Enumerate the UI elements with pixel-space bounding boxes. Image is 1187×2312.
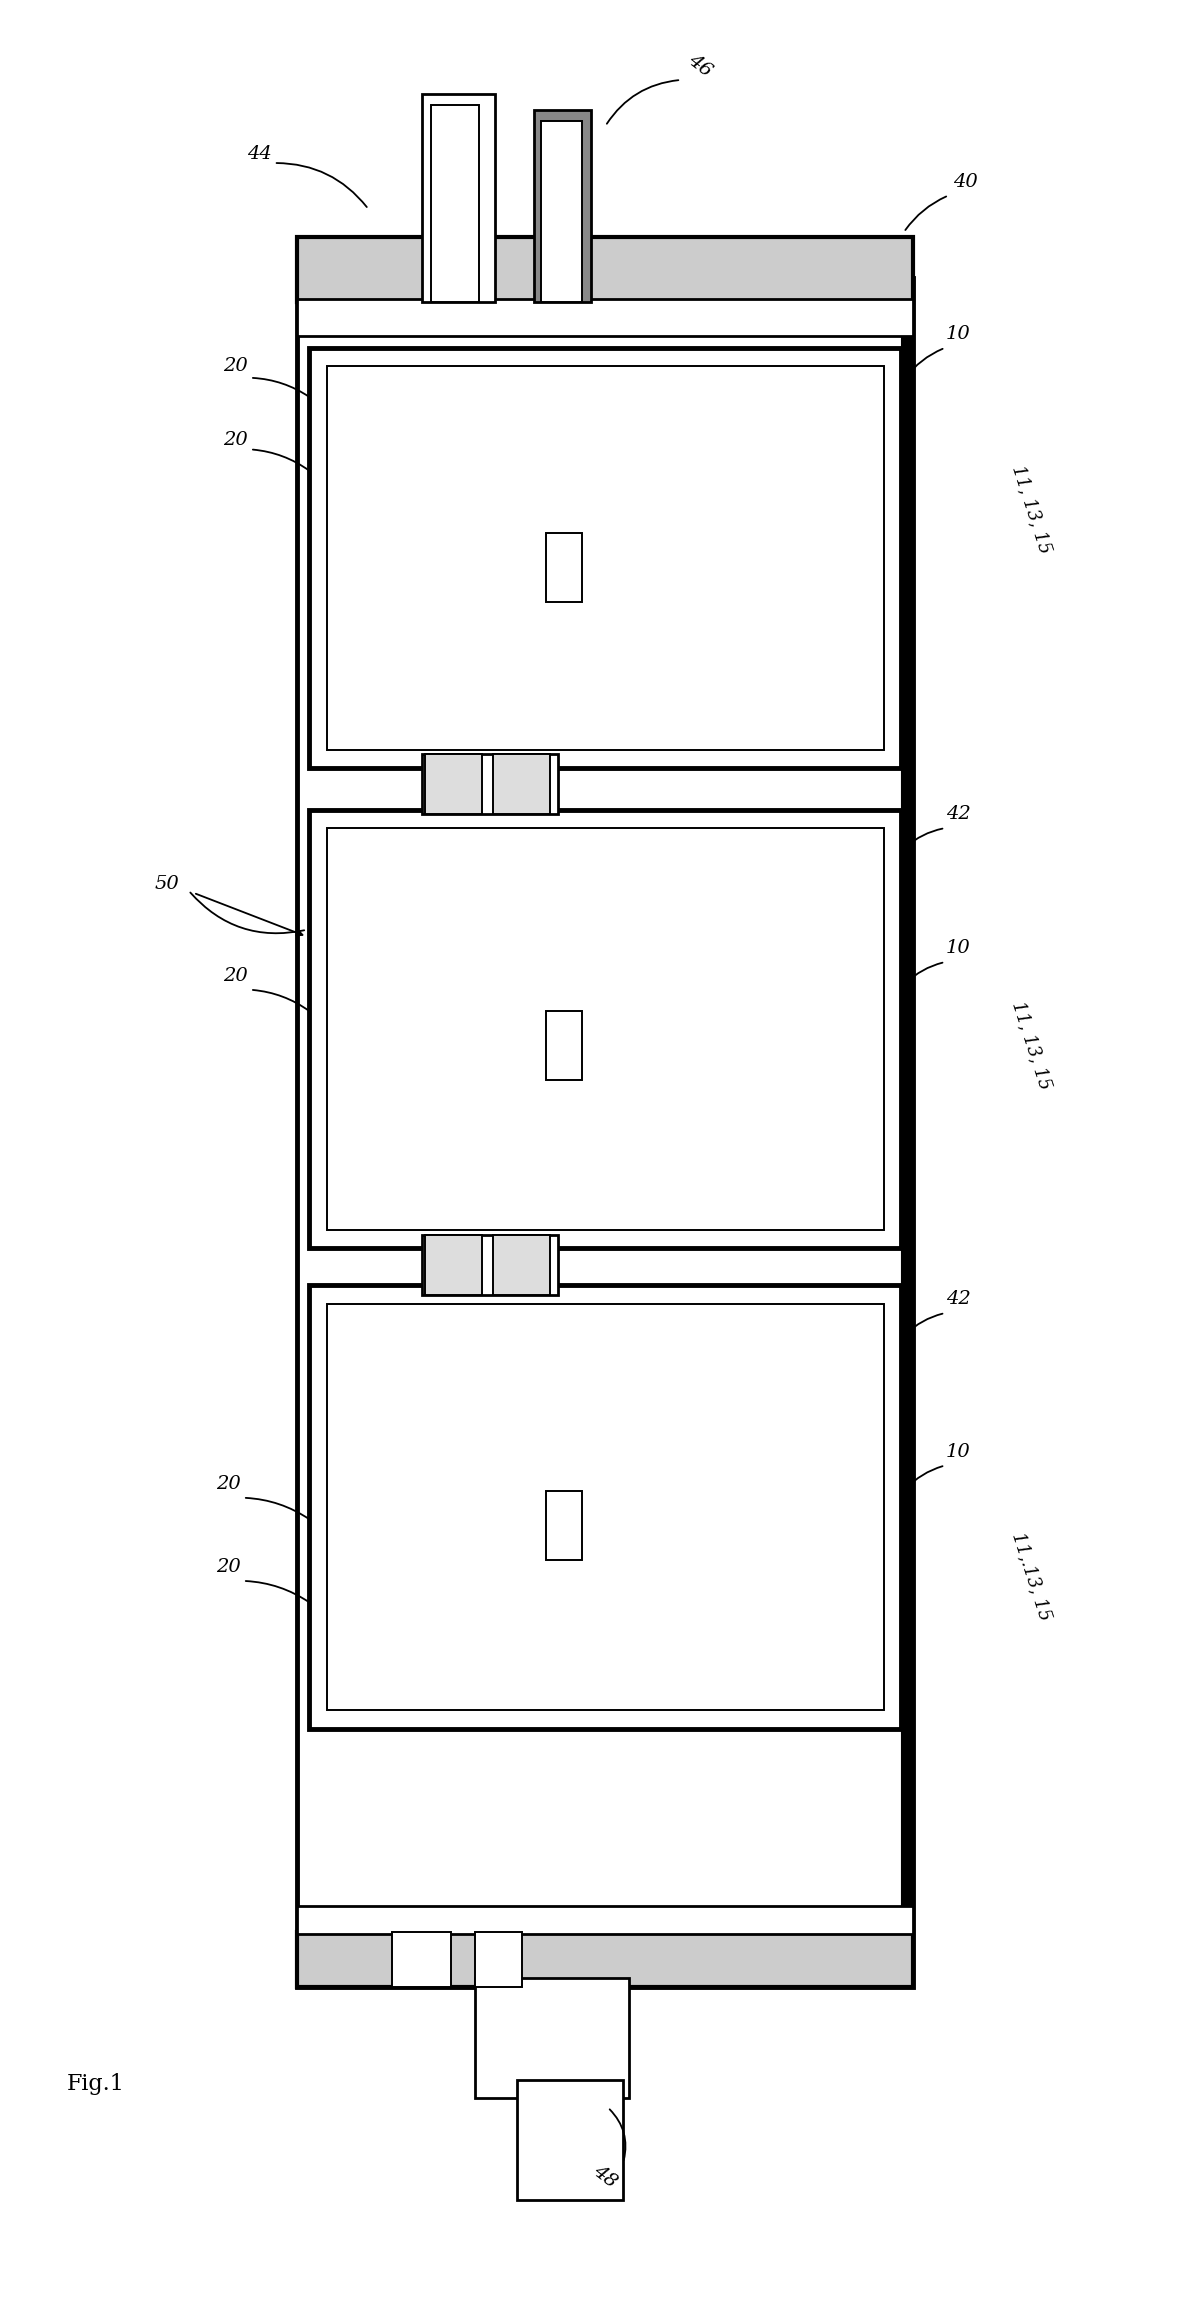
Text: 46: 46	[685, 51, 716, 81]
Bar	[310, 1285, 901, 1729]
Text: 42: 42	[946, 1290, 971, 1309]
Bar	[431, 106, 478, 301]
Bar	[328, 828, 883, 1230]
Bar	[328, 1304, 883, 1711]
Text: Fig.1: Fig.1	[68, 2074, 125, 2095]
Bar	[493, 754, 550, 814]
Bar	[421, 754, 558, 814]
Text: 20: 20	[223, 430, 248, 449]
Bar	[425, 754, 482, 814]
Text: 10: 10	[946, 939, 971, 957]
Text: 11, 13, 15: 11, 13, 15	[1009, 999, 1054, 1091]
Text: 50: 50	[154, 874, 179, 892]
Text: 20: 20	[216, 1475, 241, 1494]
Text: 11, 13, 15: 11, 13, 15	[1009, 462, 1054, 555]
Bar	[392, 1933, 451, 1988]
Bar	[425, 1235, 482, 1295]
Text: 11,.13, 15: 11,.13, 15	[1009, 1531, 1054, 1623]
Text: 20: 20	[223, 358, 248, 375]
Bar	[516, 2081, 623, 2199]
Bar	[298, 277, 913, 1988]
Text: 20: 20	[216, 1558, 241, 1577]
Bar	[493, 1235, 550, 1295]
Bar	[421, 1235, 558, 1295]
Text: 10: 10	[946, 326, 971, 342]
Bar	[328, 365, 883, 749]
Bar	[541, 123, 582, 301]
Bar	[546, 1010, 582, 1080]
Bar	[310, 809, 901, 1248]
Bar	[475, 1979, 629, 2099]
Text: 20: 20	[223, 966, 248, 985]
Text: 10: 10	[946, 1443, 971, 1461]
Bar	[546, 1491, 582, 1561]
Bar	[310, 347, 901, 768]
Bar	[421, 95, 495, 301]
Bar	[298, 298, 913, 335]
Text: 48: 48	[590, 2162, 621, 2192]
Text: 42: 42	[946, 805, 971, 823]
Bar	[298, 1907, 913, 1935]
Bar	[298, 1933, 913, 1988]
Bar	[475, 1933, 522, 1988]
Bar	[298, 236, 913, 301]
Bar	[546, 532, 582, 601]
Text: 40: 40	[953, 173, 978, 190]
Text: 44: 44	[247, 146, 272, 162]
Bar	[534, 111, 591, 301]
